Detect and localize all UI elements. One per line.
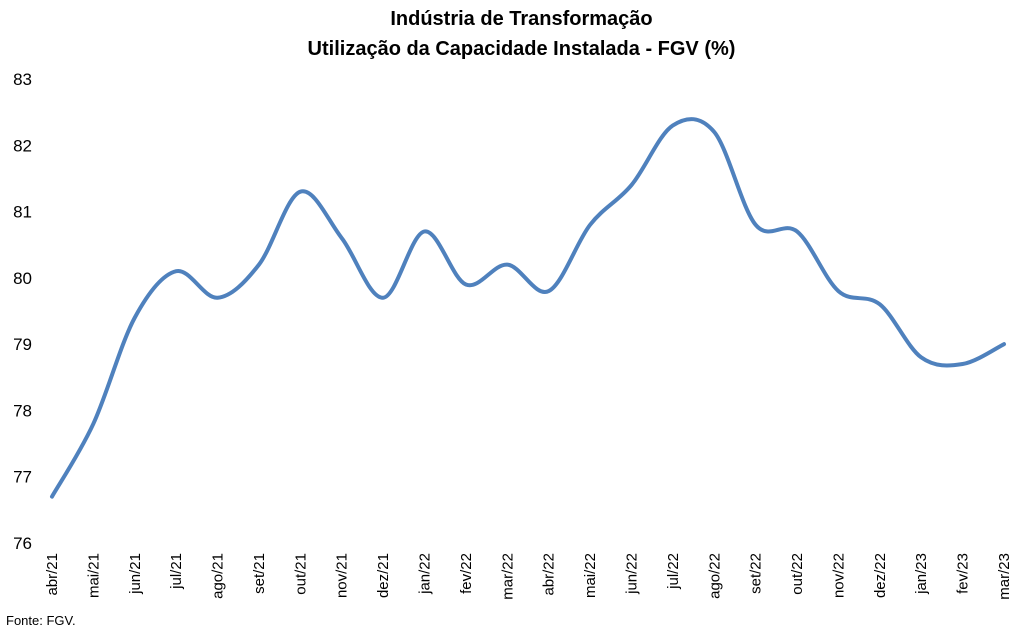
x-tick-label: fev/22 [458,553,475,594]
x-tick-label: jul/21 [168,553,185,590]
y-tick-label: 80 [13,269,32,288]
x-axis: abr/21 mai/21 jun/21 jul/21 ago/21 set/21 out/… [44,553,1013,600]
series-line [50,117,1006,499]
data-point [712,130,716,134]
series-group [50,117,1006,499]
y-tick-label: 82 [13,136,32,155]
x-tick-label: nov/21 [334,553,351,598]
data-point [836,289,840,293]
x-tick-label: mai/21 [85,553,102,598]
data-point [423,229,427,233]
data-point [671,123,675,127]
data-point [340,236,344,240]
y-tick-label: 76 [13,534,32,553]
y-tick-label: 81 [13,203,32,222]
data-point [754,223,758,227]
data-point [919,355,923,359]
data-point [50,495,54,499]
x-tick-label: jan/23 [913,553,930,595]
x-tick-label: jan/22 [417,553,434,595]
data-point [1002,342,1006,346]
data-point [298,190,302,194]
data-point [629,183,633,187]
data-point [257,263,261,267]
x-tick-label: mai/22 [582,553,599,598]
chart-subtitle: Utilização da Capacidade Instalada - FGV… [307,38,736,60]
x-tick-label: out/22 [789,553,806,595]
x-tick-label: set/21 [251,553,268,594]
data-point [795,229,799,233]
x-tick-label: mar/22 [499,553,516,600]
chart-title: Indústria de Transformação [390,8,653,30]
data-point [133,316,137,320]
x-tick-label: ago/22 [706,553,723,599]
source-note: Fonte: FGV. [6,613,76,628]
x-tick-label: set/22 [748,553,765,594]
data-point [878,302,882,306]
x-tick-label: jun/22 [623,553,640,595]
x-tick-label: abr/22 [541,553,558,596]
x-tick-label: nov/22 [830,553,847,598]
data-point [547,289,551,293]
x-tick-label: jul/22 [665,553,682,590]
data-point [91,422,95,426]
x-tick-label: jun/21 [127,553,144,595]
data-point [464,282,468,286]
data-point [174,269,178,273]
x-tick-label: fev/23 [955,553,972,594]
data-point [961,362,965,366]
data-point [216,296,220,300]
y-tick-label: 83 [13,70,32,89]
y-tick-label: 79 [13,335,32,354]
x-tick-label: dez/22 [872,553,889,598]
y-tick-label: 77 [13,468,32,487]
x-tick-label: mar/23 [996,553,1013,600]
x-tick-label: out/21 [292,553,309,595]
x-tick-label: dez/21 [375,553,392,598]
data-point [381,296,385,300]
data-point [505,263,509,267]
x-tick-label: ago/21 [210,553,227,599]
y-tick-label: 78 [13,401,32,420]
data-point [588,223,592,227]
y-axis: 76 77 78 79 80 81 82 83 [13,70,32,553]
x-tick-label: abr/21 [44,553,61,596]
